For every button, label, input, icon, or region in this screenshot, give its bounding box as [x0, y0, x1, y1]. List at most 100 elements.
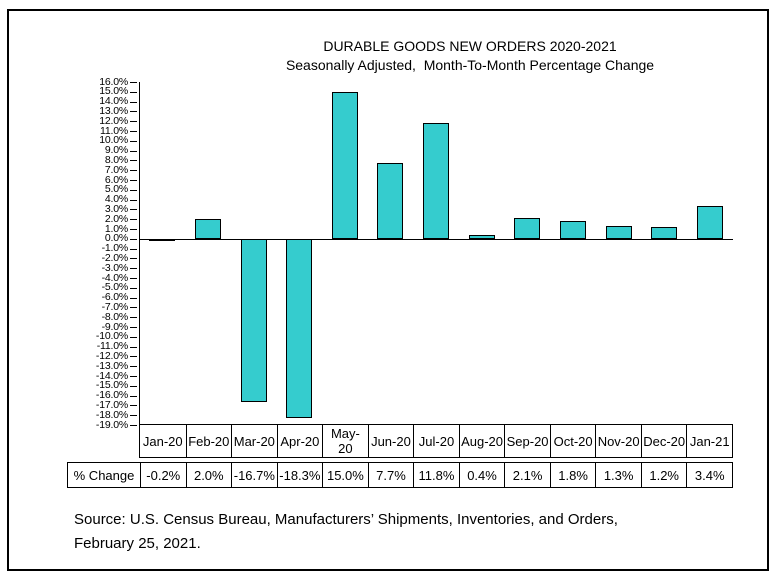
- y-tick-mark: [130, 297, 137, 299]
- y-tick-label: 10.0%: [99, 134, 128, 147]
- bar-jan-20: [149, 238, 176, 241]
- y-tick-label: -16.0%: [95, 389, 128, 402]
- y-tick-label: 14.0%: [99, 95, 128, 108]
- y-tick-label: -6.0%: [101, 291, 129, 304]
- value-cell: 1.3%: [595, 463, 641, 487]
- source-line-2: February 25, 2021.: [74, 535, 201, 552]
- y-tick-mark: [130, 140, 137, 142]
- percent-change-row: % Change -0.2% 2.0% -16.7% -18.3% 15.0% 7.7% 1…: [67, 462, 733, 488]
- value-cell: 2.0%: [185, 463, 232, 487]
- y-tick-label: -15.0%: [95, 379, 128, 392]
- y-tick-label: 9.0%: [104, 144, 128, 157]
- value-cell: 2.1%: [504, 463, 550, 487]
- y-tick-mark: [130, 199, 137, 201]
- y-tick-mark: [130, 189, 137, 191]
- zero-line: [139, 239, 733, 240]
- value-cell: -16.7%: [231, 463, 277, 487]
- y-tick-mark: [130, 238, 137, 240]
- category-cell: Mar-20: [231, 425, 277, 457]
- y-tick-label: -5.0%: [101, 281, 129, 294]
- y-tick-mark: [130, 160, 137, 162]
- bar-sep-20: [514, 218, 541, 239]
- value-cell: 0.4%: [458, 463, 505, 487]
- category-cell: Feb-20: [185, 425, 232, 457]
- y-tick-label: -19.0%: [95, 418, 128, 431]
- y-tick-mark: [130, 101, 137, 103]
- bar-dec-20: [651, 227, 678, 239]
- y-tick-mark: [130, 376, 137, 377]
- y-tick-mark: [130, 346, 137, 348]
- category-cell: Apr-20: [276, 425, 323, 457]
- category-header-row: Jan-20 Feb-20 Mar-20 Apr-20 May- 20 Jun-20 Jul…: [139, 424, 733, 458]
- source-note: Source: U.S. Census Bureau, Manufacturer…: [74, 508, 618, 556]
- y-tick-mark: [130, 131, 137, 132]
- y-tick-mark: [130, 150, 137, 152]
- y-tick-mark: [130, 366, 137, 368]
- category-cell: Jul-20: [413, 425, 459, 457]
- bar-apr-20: [286, 238, 313, 419]
- row-header-cell: % Change: [73, 467, 135, 483]
- category-cell: Dec-20: [640, 425, 687, 457]
- y-tick-mark: [130, 268, 137, 270]
- y-tick-mark: [130, 121, 137, 123]
- y-tick-label: -14.0%: [95, 369, 128, 382]
- y-tick-mark: [130, 91, 137, 93]
- value-cell: -0.2%: [140, 463, 186, 487]
- bar-mar-20: [240, 238, 267, 403]
- value-cell: 7.7%: [367, 463, 414, 487]
- bar-jun-20: [377, 163, 404, 239]
- y-tick-label: -17.0%: [95, 398, 128, 411]
- y-tick-label: 0.0%: [104, 232, 128, 245]
- y-tick-mark: [130, 327, 137, 328]
- bar-may-20: [331, 91, 358, 239]
- y-tick-label: -11.0%: [96, 340, 128, 353]
- category-cell: Jun-20: [367, 425, 414, 457]
- y-tick-mark: [130, 425, 137, 426]
- category-cell: Sep-20: [504, 425, 550, 457]
- y-tick-label: 11.0%: [100, 124, 128, 137]
- y-axis-line: [139, 82, 140, 425]
- value-cell: 15.0%: [322, 463, 368, 487]
- y-tick-mark: [130, 395, 137, 397]
- y-tick-label: -12.0%: [95, 349, 128, 362]
- y-tick-label: -1.0%: [101, 242, 129, 255]
- bar-jan-21: [696, 205, 723, 239]
- bar-feb-20: [194, 219, 221, 239]
- category-cell: Aug-20: [458, 425, 505, 457]
- y-tick-label: 7.0%: [104, 163, 128, 176]
- y-tick-label: 13.0%: [99, 104, 128, 117]
- category-cell: May- 20: [322, 425, 368, 457]
- y-tick-mark: [130, 170, 137, 172]
- y-tick-mark: [130, 317, 137, 319]
- y-tick-mark: [130, 356, 137, 358]
- y-tick-mark: [130, 229, 137, 230]
- y-tick-mark: [130, 180, 137, 181]
- y-tick-mark: [130, 258, 137, 260]
- y-tick-mark: [130, 209, 137, 211]
- y-tick-label: -8.0%: [101, 310, 129, 323]
- y-tick-label: 3.0%: [104, 202, 128, 215]
- y-tick-label: 4.0%: [104, 193, 128, 206]
- y-tick-mark: [130, 336, 137, 338]
- y-tick-label: -3.0%: [101, 261, 129, 274]
- y-tick-mark: [130, 307, 137, 309]
- y-tick-label: 2.0%: [104, 212, 128, 225]
- y-tick-label: 16.0%: [99, 75, 128, 88]
- title-block: DURABLE GOODS NEW ORDERS 2020-2021 Seaso…: [167, 37, 773, 75]
- y-tick-label: 15.0%: [99, 85, 128, 98]
- bar-jul-20: [423, 123, 449, 239]
- y-tick-mark: [130, 82, 137, 83]
- y-tick-label: -13.0%: [95, 359, 128, 372]
- value-cell: 1.2%: [640, 463, 687, 487]
- category-cell: Nov-20: [595, 425, 641, 457]
- value-cell: 3.4%: [686, 463, 732, 487]
- y-tick-label: -18.0%: [95, 408, 128, 421]
- y-tick-label: -9.0%: [101, 320, 129, 333]
- y-tick-label: 12.0%: [99, 114, 128, 127]
- y-tick-mark: [130, 385, 137, 387]
- y-tick-label: 8.0%: [104, 153, 128, 166]
- bar-nov-20: [605, 226, 632, 239]
- chart-title: DURABLE GOODS NEW ORDERS 2020-2021: [323, 38, 617, 54]
- y-tick-label: 5.0%: [104, 183, 128, 196]
- y-tick-mark: [130, 248, 137, 250]
